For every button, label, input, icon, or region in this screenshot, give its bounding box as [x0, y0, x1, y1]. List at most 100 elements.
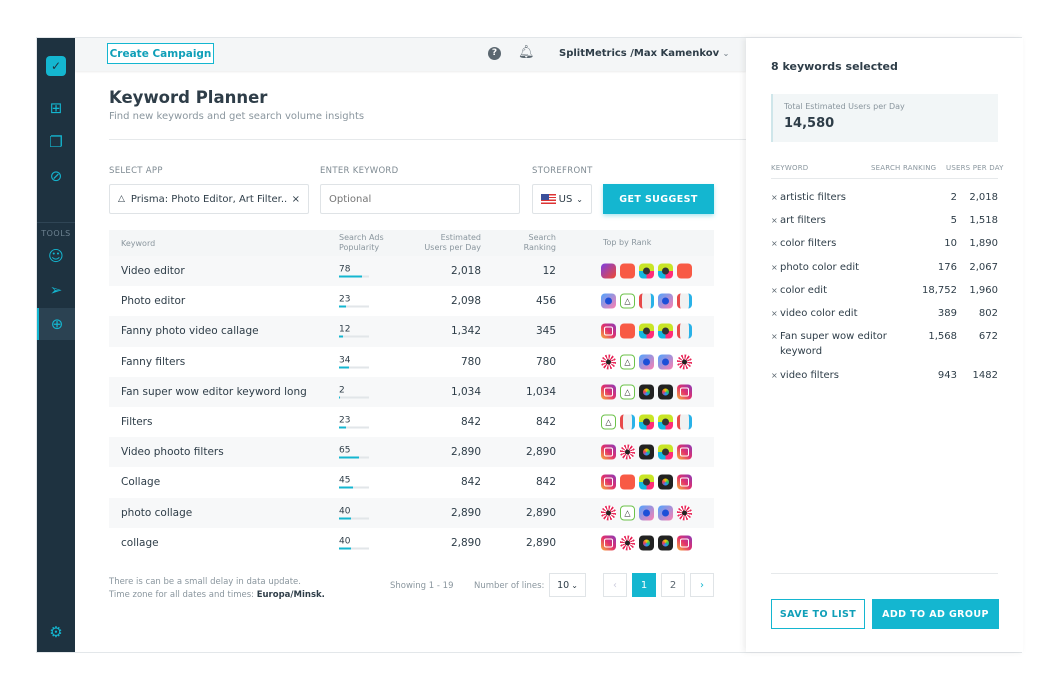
col-keyword[interactable]: Keyword [121, 239, 156, 248]
app-clips-icon[interactable] [620, 263, 635, 279]
app-clips-icon[interactable] [620, 474, 635, 490]
remove-icon[interactable]: × [771, 216, 778, 225]
app-dark-icon[interactable] [639, 535, 654, 551]
app-insta-icon[interactable] [677, 535, 692, 551]
app-prisma-icon[interactable]: △ [620, 384, 635, 400]
app-lens-icon[interactable] [601, 293, 616, 309]
app-color-icon[interactable] [639, 474, 654, 490]
app-insta-icon[interactable] [677, 474, 692, 490]
user-menu[interactable]: SplitMetrics /Max Kamenkov ⌄ [559, 48, 729, 59]
app-insta-icon[interactable] [677, 384, 692, 400]
save-to-list-button[interactable]: SAVE TO LIST [771, 599, 865, 629]
bell-icon[interactable]: 🔔︎ [518, 45, 535, 60]
table-row[interactable]: Video phooto filters 65 2,890 2,890 [109, 437, 714, 468]
app-insta-icon[interactable] [601, 323, 616, 339]
col-users[interactable]: Estimated Users per Day [399, 233, 481, 253]
lines-select[interactable]: 10 ⌄ [549, 573, 586, 597]
app-dark-icon[interactable] [658, 384, 673, 400]
popularity-value: 45 [339, 475, 351, 486]
app-tint-icon[interactable] [677, 323, 692, 339]
table-row[interactable]: Fanny filters 34 780 780 △ [109, 347, 714, 377]
app-lens-icon[interactable] [639, 354, 654, 370]
app-dark-icon[interactable] [639, 444, 654, 460]
app-prisma-icon[interactable]: △ [620, 505, 635, 521]
row-top-apps: △ [601, 293, 692, 309]
sidebar-item-settings[interactable]: ⚙ [37, 616, 75, 648]
app-insta-icon[interactable] [601, 474, 616, 490]
app-clips-icon[interactable] [677, 263, 692, 279]
remove-icon[interactable]: × [771, 371, 778, 380]
add-to-ad-group-button[interactable]: ADD TO AD GROUP [872, 599, 999, 629]
clear-icon[interactable]: × [291, 193, 300, 205]
app-color-icon[interactable] [658, 263, 673, 279]
app-color-icon[interactable] [639, 323, 654, 339]
table-row[interactable]: Fanny photo video callage 12 1,342 345 [109, 316, 714, 347]
app-prisma-icon[interactable]: △ [620, 293, 635, 309]
table-row[interactable]: photo collage 40 2,890 2,890 △ [109, 497, 714, 528]
item-keyword: color filters [780, 238, 837, 249]
app-burst-icon[interactable] [620, 444, 635, 460]
table-row[interactable]: collage 40 2,890 2,890 [109, 528, 714, 558]
app-lens-icon[interactable] [658, 354, 673, 370]
sidebar-item-add[interactable]: ⊞ [37, 92, 75, 124]
app-dark-icon[interactable] [658, 474, 673, 490]
app-clips-icon[interactable] [620, 323, 635, 339]
logo[interactable]: ✓ [37, 50, 75, 82]
table-row[interactable]: Collage 45 842 842 [109, 467, 714, 497]
prev-page-button[interactable]: ‹ [603, 573, 627, 597]
app-burst-icon[interactable] [677, 354, 692, 370]
app-color-icon[interactable] [658, 444, 673, 460]
sidebar-item-reports[interactable]: ❐ [37, 126, 75, 158]
app-tint-icon[interactable] [639, 293, 654, 309]
app-prisma-icon[interactable]: △ [601, 414, 616, 430]
col-popularity-line1: Search Ads [339, 233, 384, 242]
remove-icon[interactable]: × [771, 193, 778, 202]
table-row[interactable]: Filters 23 842 842 △ [109, 407, 714, 437]
table-row[interactable]: Video editor 78 2,018 12 [109, 256, 714, 287]
sidebar-item-keyword-planner[interactable]: ⊕ [37, 308, 75, 340]
app-burst-icon[interactable] [620, 535, 635, 551]
app-burst-icon[interactable] [601, 505, 616, 521]
page-1-button[interactable]: 1 [632, 573, 656, 597]
app-lens-icon[interactable] [639, 505, 654, 521]
app-tint-icon[interactable] [620, 414, 635, 430]
select-app-field[interactable]: △ Prisma: Photo Editor, Art Filter... × [109, 184, 309, 214]
app-lens-icon[interactable] [658, 293, 673, 309]
col-popularity[interactable]: Search Ads Popularity [339, 233, 384, 253]
keyword-input[interactable] [320, 184, 520, 214]
app-burst-icon[interactable] [601, 354, 616, 370]
app-tint-icon[interactable] [677, 293, 692, 309]
col-ranking[interactable]: Search Ranking [494, 233, 556, 253]
app-insta-icon[interactable] [601, 535, 616, 551]
get-suggest-button[interactable]: GET SUGGEST [603, 184, 714, 214]
app-video-icon[interactable] [601, 263, 616, 279]
sidebar-item-campaigns[interactable]: ⊘ [37, 160, 75, 192]
app-color-icon[interactable] [658, 323, 673, 339]
app-insta-icon[interactable] [601, 384, 616, 400]
app-color-icon[interactable] [658, 414, 673, 430]
app-insta-icon[interactable] [677, 444, 692, 460]
next-page-button[interactable]: › [690, 573, 714, 597]
help-icon[interactable]: ? [488, 47, 501, 60]
create-campaign-button[interactable]: Create Campaign [107, 43, 214, 64]
page-2-button[interactable]: 2 [661, 573, 685, 597]
table-row[interactable]: Fan super wow editor keyword long 2 1,03… [109, 376, 714, 407]
app-tint-icon[interactable] [677, 414, 692, 430]
remove-icon[interactable]: × [771, 263, 778, 272]
app-prisma-icon[interactable]: △ [620, 354, 635, 370]
remove-icon[interactable]: × [771, 309, 778, 318]
remove-icon[interactable]: × [771, 239, 778, 248]
sidebar-item-users[interactable]: ☺ [37, 240, 75, 272]
app-insta-icon[interactable] [601, 444, 616, 460]
app-color-icon[interactable] [639, 414, 654, 430]
app-dark-icon[interactable] [658, 535, 673, 551]
app-color-icon[interactable] [639, 263, 654, 279]
table-row[interactable]: Photo editor 23 2,098 456 △ [109, 286, 714, 316]
remove-icon[interactable]: × [771, 286, 778, 295]
sidebar-item-send[interactable]: ➢ [37, 274, 75, 306]
app-burst-icon[interactable] [677, 505, 692, 521]
app-lens-icon[interactable] [658, 505, 673, 521]
storefront-select[interactable]: US ⌄ [532, 184, 592, 214]
remove-icon[interactable]: × [771, 332, 778, 341]
app-dark-icon[interactable] [639, 384, 654, 400]
